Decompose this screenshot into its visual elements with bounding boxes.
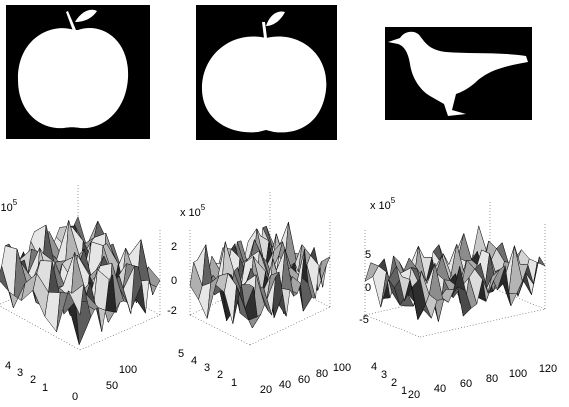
x-tick-label: 100 bbox=[509, 368, 527, 380]
x-tick-label: 60 bbox=[298, 374, 310, 386]
x-tick-label: 40 bbox=[279, 379, 291, 391]
multiplier: x 10 bbox=[180, 207, 201, 219]
x-tick-label: 60 bbox=[460, 378, 472, 390]
y-tick-label: 1 bbox=[42, 382, 48, 394]
z-tick-label: 0 bbox=[171, 275, 177, 287]
y-tick-label: 5 bbox=[178, 348, 184, 360]
z-tick-label: 2 bbox=[171, 241, 177, 253]
exponent: 5 bbox=[13, 198, 18, 207]
grid-line bbox=[365, 315, 420, 337]
z-tick-label: 0 bbox=[365, 282, 371, 294]
y-tick-label: 4 bbox=[371, 361, 377, 373]
x-tick-label: 80 bbox=[316, 368, 328, 380]
z-tick-label: 5 bbox=[365, 249, 371, 261]
silhouette-bird bbox=[385, 27, 532, 120]
y-tick-label: 3 bbox=[204, 362, 210, 374]
y-tick-label: 1 bbox=[401, 385, 407, 397]
y-tick-label: 3 bbox=[381, 369, 387, 381]
x-tick-label: 80 bbox=[486, 373, 498, 385]
exponent-label: x 105 bbox=[180, 203, 206, 219]
grid-line bbox=[250, 307, 330, 345]
x-tick-label: 0 bbox=[72, 391, 78, 403]
exponent: 5 bbox=[391, 196, 396, 205]
figure: x 1054321050100x 10520-25432120406080100… bbox=[0, 0, 569, 407]
x-tick-label: 100 bbox=[119, 364, 137, 376]
grid-line bbox=[0, 305, 80, 350]
grid-line bbox=[190, 315, 250, 345]
y-tick-label: 3 bbox=[17, 367, 23, 379]
x-tick-label: 120 bbox=[539, 363, 557, 375]
z-tick-label: -5 bbox=[359, 314, 369, 326]
y-tick-label: 2 bbox=[30, 374, 36, 386]
x-tick-label: 40 bbox=[434, 383, 446, 395]
page: x 1054321050100x 10520-25432120406080100… bbox=[0, 0, 569, 407]
x-tick-label: 50 bbox=[106, 380, 118, 392]
exponent: 5 bbox=[201, 203, 206, 212]
x-tick-label: 100 bbox=[333, 362, 351, 374]
exponent-label: x 105 bbox=[0, 198, 18, 214]
z-tick-label: -2 bbox=[167, 305, 177, 317]
exponent-label: x 105 bbox=[370, 196, 396, 212]
y-tick-label: 4 bbox=[191, 355, 197, 367]
grid-line bbox=[80, 315, 160, 350]
y-tick-label: 2 bbox=[391, 377, 397, 389]
x-tick-label: 20 bbox=[260, 384, 272, 396]
x-tick-label: 20 bbox=[408, 389, 420, 401]
silhouette-apple-2 bbox=[196, 5, 337, 140]
y-tick-label: 2 bbox=[217, 369, 223, 381]
y-tick-label: 1 bbox=[231, 377, 237, 389]
multiplier: x 10 bbox=[0, 202, 13, 214]
multiplier: x 10 bbox=[370, 200, 391, 212]
silhouette-apple-1 bbox=[6, 5, 150, 139]
y-tick-label: 4 bbox=[5, 360, 11, 372]
